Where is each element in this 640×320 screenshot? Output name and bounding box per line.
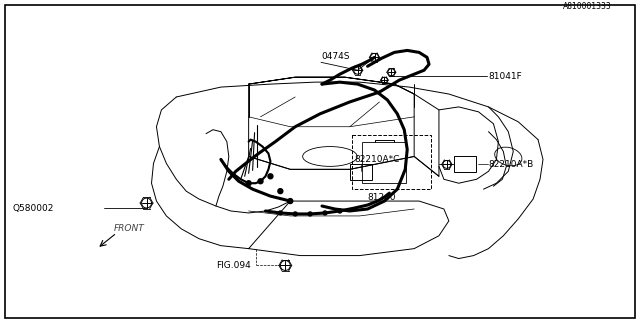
Text: 81041F: 81041F	[488, 72, 522, 81]
Circle shape	[258, 179, 263, 184]
Bar	[362, 141, 406, 183]
Text: FIG.094: FIG.094	[216, 261, 251, 270]
Circle shape	[338, 209, 342, 213]
Text: FRONT: FRONT	[114, 224, 145, 233]
Text: Q580002: Q580002	[13, 204, 54, 212]
Text: 82210A*B: 82210A*B	[488, 160, 534, 169]
Circle shape	[278, 211, 282, 215]
Bar	[352, 135, 431, 189]
Circle shape	[323, 211, 327, 215]
Circle shape	[278, 189, 283, 194]
Circle shape	[268, 174, 273, 179]
Text: 81240: 81240	[367, 193, 396, 202]
Text: 82210A*C: 82210A*C	[355, 155, 400, 164]
Circle shape	[288, 199, 292, 204]
Circle shape	[293, 212, 297, 216]
Text: 0474S: 0474S	[321, 52, 349, 61]
Bar	[454, 156, 476, 172]
Circle shape	[308, 212, 312, 216]
Circle shape	[246, 181, 251, 186]
Text: A810001333: A810001333	[563, 2, 612, 11]
Bar	[349, 164, 372, 180]
